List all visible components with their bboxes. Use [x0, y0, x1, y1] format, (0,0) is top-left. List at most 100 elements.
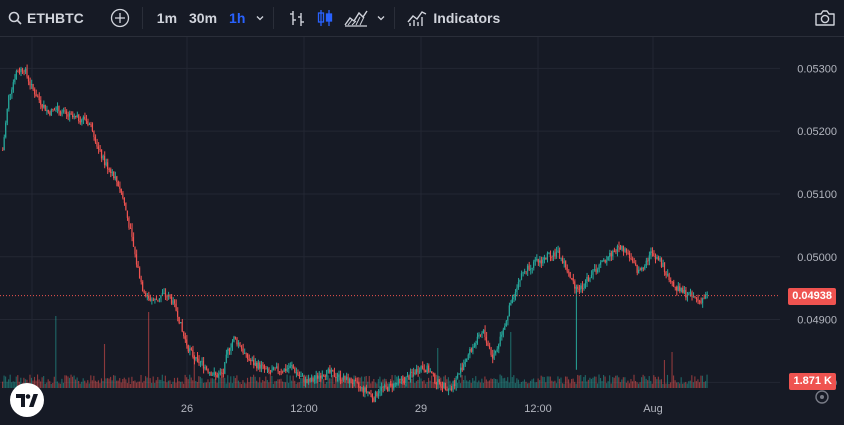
candle-body [131, 228, 133, 237]
price-chart[interactable]: 0.053000.052000.051000.050000.049000.048… [0, 37, 844, 420]
timeframe-1m[interactable]: 1m [156, 10, 178, 26]
volume-bar [318, 383, 320, 388]
area-style-button[interactable] [344, 0, 368, 36]
volume-bar [149, 378, 151, 388]
volume-bar [578, 375, 580, 388]
candle-body [50, 109, 52, 116]
y-tick-label: 0.05000 [797, 252, 837, 264]
candle-body [704, 294, 707, 299]
volume-bar [6, 381, 8, 388]
volume-bar [218, 376, 220, 388]
volume-bar [266, 379, 268, 388]
candle-body [338, 374, 340, 378]
candle-body [47, 109, 49, 113]
candle-style-button[interactable] [316, 0, 334, 36]
volume-bar [688, 381, 690, 388]
candle-body [501, 334, 503, 337]
candle-body [123, 198, 125, 203]
candle-body [134, 246, 136, 255]
candle-body [603, 259, 605, 261]
volume-bar [671, 352, 673, 388]
volume-bar [446, 379, 448, 388]
tradingview-logo[interactable] [10, 383, 44, 417]
volume-bar [75, 379, 77, 388]
volume-bar [143, 380, 145, 388]
screenshot-button[interactable] [814, 0, 836, 36]
volume-bar [36, 374, 39, 388]
timeframe-dropdown[interactable] [255, 0, 265, 36]
candle-body [633, 261, 635, 263]
volume-bar [166, 382, 168, 388]
chart-type-dropdown[interactable] [376, 0, 386, 36]
volume-bar [561, 383, 564, 388]
candle-body [444, 382, 446, 390]
candle-body [463, 364, 465, 371]
candle-body [619, 247, 621, 250]
candle-body [106, 162, 109, 170]
volume-bar [662, 383, 664, 388]
candle-body [218, 373, 220, 378]
indicators-label: Indicators [433, 10, 501, 26]
candle-body [621, 245, 623, 250]
volume-bar [183, 383, 185, 388]
volume-bar [271, 376, 273, 388]
volume-bar [256, 380, 258, 388]
candle-body [272, 367, 274, 370]
candle-body [116, 176, 118, 182]
candle-body [263, 365, 265, 369]
candle-body [590, 274, 592, 278]
volume-bar [96, 381, 98, 388]
candle-body [186, 339, 188, 346]
candle-body [698, 300, 700, 302]
volume-bar [9, 374, 11, 388]
compare-symbol-button[interactable] [110, 0, 130, 36]
candle-body [268, 368, 270, 372]
candle-body [12, 82, 14, 90]
candle-body [195, 356, 197, 360]
volume-bar [589, 377, 591, 388]
volume-bar [450, 383, 452, 388]
volume-bar [201, 378, 203, 388]
volume-bar [116, 380, 118, 388]
volume-bar [198, 376, 200, 388]
timeframe-30m[interactable]: 30m [189, 10, 218, 26]
volume-bar [140, 374, 142, 388]
candle-body [163, 292, 165, 294]
volume-bar [254, 376, 256, 388]
candle-body [97, 146, 99, 150]
candle-body [157, 299, 159, 301]
candle-body [432, 373, 434, 374]
candle-body [30, 84, 33, 86]
volume-bar [76, 377, 78, 388]
volume-bar [288, 382, 290, 388]
timeframe-1h[interactable]: 1h [229, 10, 246, 26]
volume-bar [103, 344, 106, 388]
candle-body [453, 384, 456, 386]
candle-body [697, 298, 699, 301]
bar-style-button[interactable] [288, 0, 306, 36]
side-scroll-icon[interactable] [812, 387, 832, 407]
candle-body [68, 113, 71, 117]
candle-body [365, 387, 367, 392]
candle-body [329, 369, 331, 373]
volume-bar [386, 383, 389, 388]
candle-body [90, 124, 92, 125]
indicators-button[interactable]: Indicators [407, 0, 500, 36]
volume-bar [606, 383, 608, 388]
volume-bar [674, 380, 676, 388]
volume-bar [99, 383, 101, 388]
volume-bar [525, 381, 527, 388]
volume-bar [406, 377, 408, 388]
volume-bar [167, 380, 169, 388]
candle-body [482, 329, 484, 333]
volume-bar [43, 376, 45, 388]
candle-body [84, 116, 86, 120]
candle-body [659, 258, 661, 261]
volume-bar [571, 378, 573, 388]
candle-body [415, 368, 417, 374]
candle-body [193, 356, 195, 360]
volume-bar [499, 374, 501, 388]
symbol-search[interactable]: ETHBTC [0, 0, 84, 36]
candle-body [540, 260, 542, 264]
candle-body [437, 379, 439, 385]
